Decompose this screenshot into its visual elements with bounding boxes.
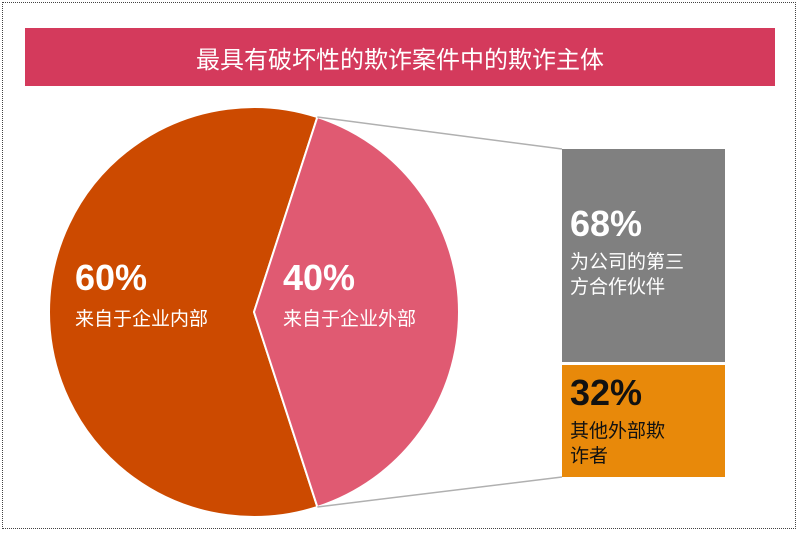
- external-label: 40% 来自于企业外部: [283, 258, 416, 332]
- pie-slice-internal: [48, 106, 319, 518]
- connector-line-bottom: [317, 476, 563, 508]
- others-description-line-1: 其他外部欺: [570, 420, 666, 442]
- chart-title-text: 最具有破坏性的欺诈案件中的欺诈主体: [196, 45, 604, 74]
- pie-slice-external: [252, 115, 461, 509]
- others-percent: 32%: [570, 372, 643, 413]
- chart-title: 最具有破坏性的欺诈案件中的欺诈主体: [25, 28, 775, 86]
- external-percent: 40%: [283, 257, 356, 298]
- others-description: 其他外部欺 诈者: [570, 419, 717, 469]
- partners-description-line-1: 为公司的第三: [570, 251, 685, 273]
- internal-description: 来自于企业内部: [75, 308, 209, 330]
- internal-label: 60% 来自于企业内部: [75, 258, 208, 332]
- partners-description: 为公司的第三 方合作伙伴: [570, 250, 717, 300]
- internal-percent: 60%: [75, 257, 148, 298]
- partners-percent: 68%: [570, 203, 643, 244]
- bar-segment-others: 32% 其他外部欺 诈者: [562, 365, 725, 477]
- partners-description-line-2: 方合作伙伴: [570, 276, 666, 298]
- bar-segment-partners: 68% 为公司的第三 方合作伙伴: [562, 149, 725, 362]
- others-description-line-2: 诈者: [570, 445, 609, 467]
- connector-line-top: [317, 116, 563, 150]
- external-description: 来自于企业外部: [283, 308, 417, 330]
